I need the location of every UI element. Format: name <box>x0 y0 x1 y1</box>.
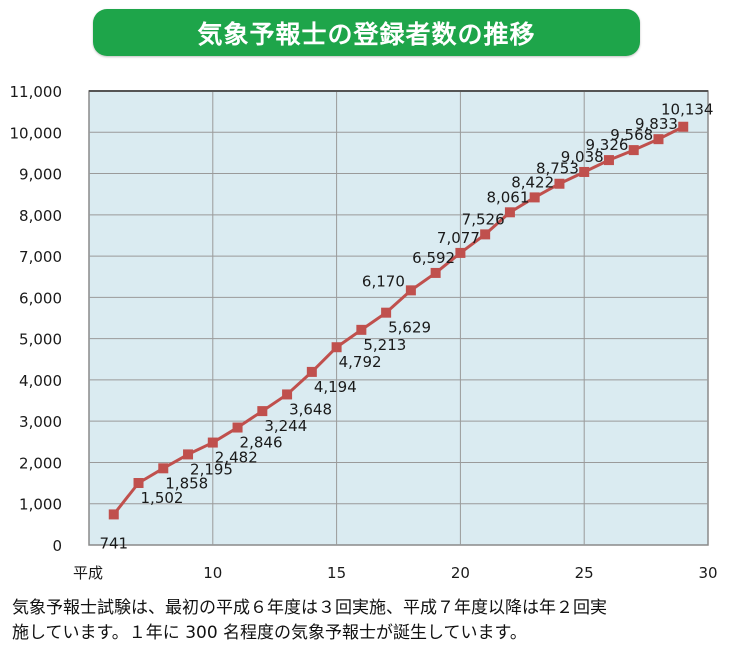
y-tick-label: 3,000 <box>19 413 62 431</box>
data-label: 8,753 <box>536 160 579 178</box>
data-label: 3,648 <box>289 400 332 418</box>
y-axis: 0 1,000 2,000 3,000 4,000 5,000 6,000 7,000 8,00… <box>10 83 63 555</box>
data-point-marker <box>579 166 590 177</box>
data-point-marker <box>183 449 194 460</box>
data-label: 8,422 <box>511 173 554 191</box>
data-label: 4,194 <box>314 378 357 396</box>
data-label: 9,326 <box>585 136 628 154</box>
x-tick-label: 平成 <box>73 564 103 582</box>
data-point-marker <box>430 267 441 278</box>
data-label: 9,833 <box>635 115 678 133</box>
data-point-marker <box>405 285 416 296</box>
data-point-marker <box>653 134 664 145</box>
y-tick-label: 9,000 <box>19 166 62 184</box>
data-point-marker <box>529 192 540 203</box>
data-label: 8,061 <box>486 188 529 206</box>
data-point-marker <box>381 307 392 318</box>
y-tick-label: 2,000 <box>19 454 62 472</box>
data-point-marker <box>356 324 367 335</box>
y-tick-label: 10,000 <box>10 124 63 142</box>
data-label: 7,077 <box>437 229 480 247</box>
data-label: 2,482 <box>215 449 258 467</box>
x-tick-label: 20 <box>451 564 470 582</box>
data-label: 5,629 <box>388 319 431 337</box>
x-tick-label: 25 <box>575 564 594 582</box>
data-label: 9,568 <box>610 126 653 144</box>
data-label: 7,526 <box>462 210 505 228</box>
data-point-marker <box>282 389 293 400</box>
data-point-marker <box>108 509 119 520</box>
y-tick-label: 7,000 <box>19 248 62 266</box>
x-tick-label: 30 <box>698 564 717 582</box>
data-label: 2,195 <box>190 460 233 478</box>
data-point-marker <box>331 342 342 353</box>
data-point-marker <box>257 406 268 417</box>
gridlines <box>89 90 708 545</box>
y-tick-label: 1,000 <box>19 496 62 514</box>
data-label: 3,244 <box>264 417 307 435</box>
title-banner: 気象予報士の登録者数の推移 <box>93 9 640 56</box>
y-tick-label: 8,000 <box>19 207 62 225</box>
data-point-marker <box>207 437 218 448</box>
data-point-marker <box>455 247 466 258</box>
data-point-marker <box>480 229 491 240</box>
data-point-marker <box>628 145 639 156</box>
data-label: 9,038 <box>561 148 604 166</box>
data-point-marker <box>603 155 614 166</box>
data-point-marker <box>306 366 317 377</box>
x-tick-label: 10 <box>203 564 222 582</box>
data-label: 4,792 <box>339 353 382 371</box>
caption-line-2: 施しています。１年に 300 名程度の気象予報士が誕生しています。 <box>12 623 527 643</box>
caption-line-1: 気象予報士試験は、最初の平成６年度は３回実施、平成７年度以降は年２回実 <box>12 598 607 618</box>
x-tick-label: 15 <box>327 564 346 582</box>
data-point-marker <box>158 463 169 474</box>
data-label: 6,170 <box>362 272 405 290</box>
data-point-marker <box>678 121 689 132</box>
x-axis: 平成 10 15 20 25 30 <box>73 564 718 582</box>
chart-title: 気象予報士の登録者数の推移 <box>197 19 536 49</box>
caption: 気象予報士試験は、最初の平成６年度は３回実施、平成７年度以降は年２回実 施してい… <box>12 596 728 646</box>
data-point-marker <box>554 178 565 189</box>
y-tick-label: 0 <box>52 537 62 555</box>
data-label: 1,502 <box>141 489 184 507</box>
plot-area <box>88 90 709 546</box>
y-tick-label: 4,000 <box>19 372 62 390</box>
data-label: 10,134 <box>661 101 714 119</box>
data-label: 5,213 <box>363 336 406 354</box>
y-tick-label: 6,000 <box>19 289 62 307</box>
y-tick-label: 5,000 <box>19 331 62 349</box>
data-label: 1,858 <box>165 474 208 492</box>
data-point-marker <box>133 478 144 489</box>
data-label: 741 <box>99 534 128 552</box>
y-tick-label: 11,000 <box>10 83 63 101</box>
series-registrants <box>108 121 689 520</box>
data-point-marker <box>232 422 243 433</box>
data-label: 6,592 <box>412 249 455 267</box>
data-point-marker <box>504 207 515 218</box>
line-chart: 0 1,000 2,000 3,000 4,000 5,000 6,000 7,000 8,00… <box>10 83 718 582</box>
data-label: 2,846 <box>240 434 283 452</box>
